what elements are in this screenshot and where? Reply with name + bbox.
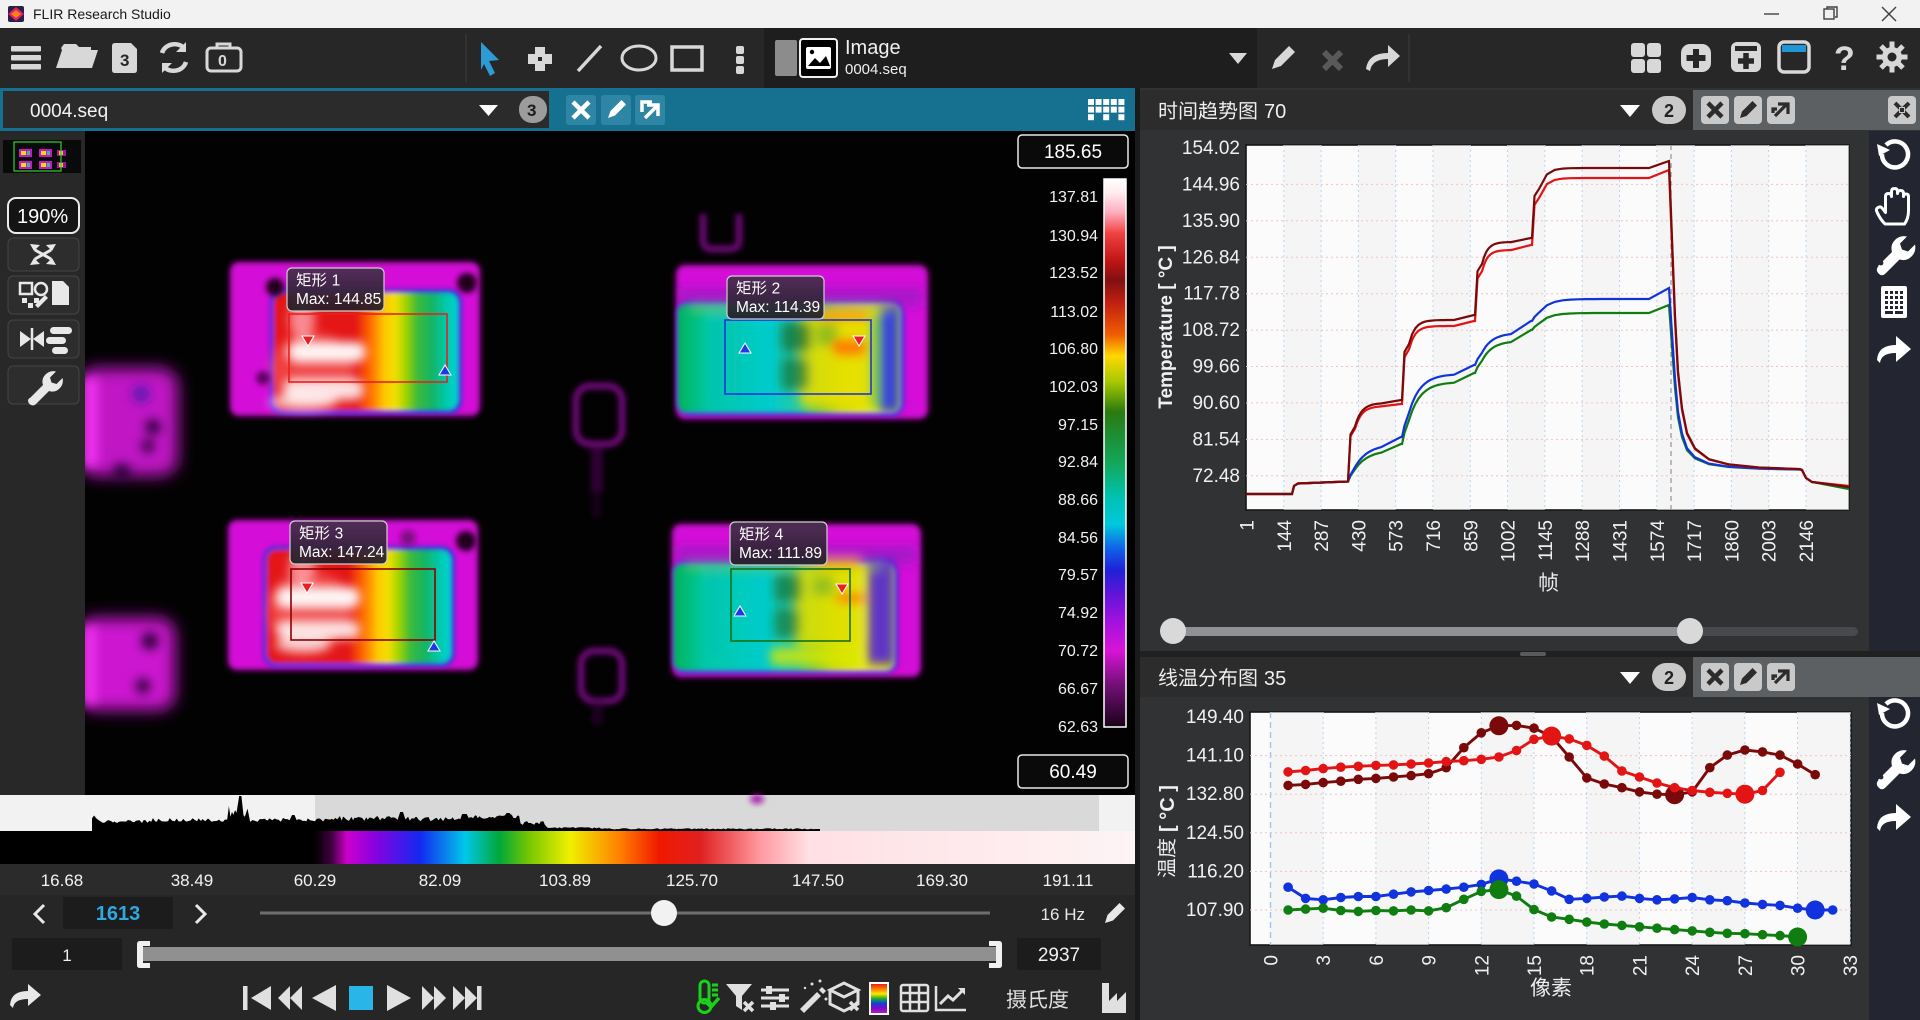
svg-text:0004.seq: 0004.seq	[845, 61, 907, 78]
svg-text:27: 27	[1736, 955, 1757, 976]
svg-text:149.40: 149.40	[1186, 707, 1244, 728]
svg-text:147.50: 147.50	[792, 871, 844, 890]
svg-text:0: 0	[1262, 955, 1283, 966]
svg-text:1431: 1431	[1611, 520, 1632, 562]
svg-text:3: 3	[1314, 955, 1335, 966]
svg-text:97.15: 97.15	[1058, 417, 1098, 434]
svg-text:FLIR Research Studio: FLIR Research Studio	[33, 6, 171, 22]
svg-text:3: 3	[120, 51, 129, 70]
svg-text:859: 859	[1461, 520, 1482, 552]
svg-text:102.03: 102.03	[1049, 379, 1098, 396]
svg-text:24: 24	[1683, 955, 1704, 977]
svg-text:99.66: 99.66	[1192, 357, 1240, 378]
svg-text:154.02: 154.02	[1182, 138, 1240, 159]
svg-text:3: 3	[335, 526, 344, 543]
svg-text:1145: 1145	[1536, 520, 1557, 561]
svg-text:1002: 1002	[1499, 520, 1520, 562]
svg-text:35: 35	[1264, 668, 1286, 690]
svg-text:15: 15	[1525, 955, 1546, 976]
svg-text:70: 70	[1264, 101, 1286, 123]
svg-text:84.56: 84.56	[1058, 530, 1098, 547]
svg-text:90.60: 90.60	[1192, 393, 1240, 414]
svg-text:Max: 114.39: Max: 114.39	[736, 299, 820, 316]
svg-text:74.92: 74.92	[1058, 605, 1098, 622]
svg-text:21: 21	[1630, 955, 1651, 976]
svg-text:70.72: 70.72	[1058, 643, 1098, 660]
svg-text:716: 716	[1424, 520, 1445, 552]
svg-text:1717: 1717	[1685, 520, 1706, 562]
svg-text:1613: 1613	[96, 903, 141, 925]
svg-text:1: 1	[62, 946, 71, 965]
svg-text:185.65: 185.65	[1044, 142, 1102, 163]
svg-text:1860: 1860	[1722, 520, 1743, 562]
svg-text:106.80: 106.80	[1049, 341, 1098, 358]
svg-text:191.11: 191.11	[1043, 871, 1094, 890]
svg-text:30: 30	[1789, 955, 1810, 976]
svg-text:2146: 2146	[1797, 520, 1818, 562]
svg-text:12: 12	[1472, 955, 1493, 976]
svg-text:[ °C ]: [ °C ]	[1157, 785, 1179, 832]
svg-text:88.66: 88.66	[1058, 492, 1098, 509]
svg-text:38.49: 38.49	[171, 871, 214, 890]
svg-text:60.49: 60.49	[1049, 762, 1097, 783]
svg-text:62.63: 62.63	[1058, 719, 1098, 736]
svg-text:132.80: 132.80	[1186, 784, 1244, 805]
svg-text:137.81: 137.81	[1049, 189, 1098, 206]
svg-text:9: 9	[1420, 955, 1441, 966]
svg-text:124.50: 124.50	[1186, 823, 1244, 844]
svg-text:107.90: 107.90	[1186, 900, 1244, 921]
svg-text:103.89: 103.89	[539, 871, 591, 890]
svg-text:66.67: 66.67	[1058, 681, 1098, 698]
svg-text:92.84: 92.84	[1058, 454, 1098, 471]
svg-text:190%: 190%	[17, 206, 68, 228]
svg-text:2: 2	[1664, 101, 1674, 121]
svg-text:2: 2	[772, 281, 781, 298]
svg-text:16.68: 16.68	[41, 871, 84, 890]
svg-text:1574: 1574	[1648, 520, 1669, 563]
svg-text:Temperature [ °C ]: Temperature [ °C ]	[1156, 245, 1177, 409]
svg-text:0: 0	[218, 53, 227, 70]
svg-text:Max: 111.89: Max: 111.89	[739, 545, 822, 562]
svg-text:123.52: 123.52	[1049, 265, 1098, 282]
svg-text:1288: 1288	[1573, 520, 1594, 562]
svg-text:0004.seq: 0004.seq	[30, 101, 108, 122]
svg-text:Max: 147.24: Max: 147.24	[299, 544, 385, 561]
svg-text:1: 1	[332, 273, 341, 290]
svg-text:144.96: 144.96	[1182, 174, 1240, 195]
svg-text:Max: 144.85: Max: 144.85	[296, 291, 381, 308]
svg-text:18: 18	[1578, 955, 1599, 976]
svg-text:81.54: 81.54	[1192, 429, 1240, 450]
svg-text:2937: 2937	[1038, 945, 1080, 966]
svg-text:16 Hz: 16 Hz	[1041, 905, 1085, 924]
svg-text:4: 4	[775, 527, 784, 544]
svg-text:141.10: 141.10	[1186, 746, 1244, 767]
svg-text:169.30: 169.30	[916, 871, 968, 890]
svg-text:116.20: 116.20	[1187, 861, 1244, 882]
svg-text:573: 573	[1387, 520, 1408, 552]
svg-text:6: 6	[1367, 955, 1388, 966]
svg-text:1: 1	[1238, 520, 1259, 531]
svg-text:60.29: 60.29	[294, 871, 337, 890]
svg-text:Image: Image	[845, 37, 901, 59]
svg-text:117.78: 117.78	[1183, 284, 1240, 305]
svg-text:126.84: 126.84	[1182, 247, 1241, 268]
svg-text:287: 287	[1312, 520, 1333, 552]
svg-text:33: 33	[1841, 955, 1862, 976]
svg-text:2003: 2003	[1760, 520, 1781, 562]
svg-text:?: ?	[1834, 40, 1855, 78]
svg-text:79.57: 79.57	[1058, 567, 1098, 584]
svg-text:113.02: 113.02	[1050, 304, 1098, 321]
svg-text:108.72: 108.72	[1182, 320, 1240, 341]
svg-text:144: 144	[1275, 520, 1296, 552]
svg-text:130.94: 130.94	[1049, 228, 1098, 245]
svg-text:135.90: 135.90	[1182, 211, 1240, 232]
svg-text:3: 3	[527, 101, 536, 120]
svg-text:82.09: 82.09	[419, 871, 462, 890]
svg-text:72.48: 72.48	[1192, 466, 1240, 487]
svg-text:430: 430	[1349, 520, 1370, 552]
svg-text:125.70: 125.70	[666, 871, 718, 890]
svg-text:2: 2	[1664, 668, 1674, 688]
